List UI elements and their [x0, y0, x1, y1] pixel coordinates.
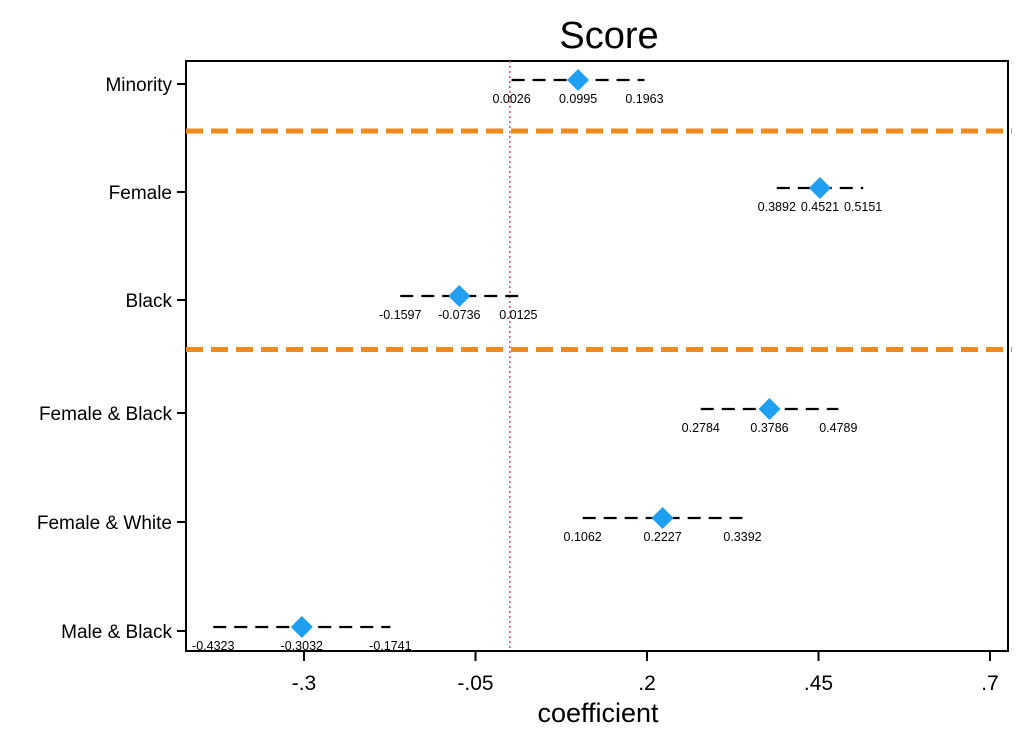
point-estimate-marker — [651, 507, 674, 529]
group-separators — [186, 128, 1012, 352]
x-tick-label: .2 — [638, 672, 656, 695]
point-estimates — [290, 69, 831, 638]
x-tick-label: -.3 — [292, 672, 317, 695]
upper-bound-label: 0.4789 — [819, 421, 857, 435]
x-tick-label: .7 — [981, 672, 999, 695]
lower-bound-label: 0.3892 — [758, 200, 796, 214]
point-estimate-marker — [448, 285, 471, 307]
y-tick-label: Minority — [105, 75, 172, 96]
confidence-intervals — [213, 78, 864, 629]
upper-bound-label: 0.1963 — [625, 92, 663, 106]
y-axis: Minority Female Black Female & Black Female … — [37, 75, 186, 643]
chart-title: Score — [559, 15, 658, 57]
x-axis-label: coefficient — [537, 698, 659, 728]
upper-bound-label: 0.5151 — [844, 200, 882, 214]
upper-bound-label: 0.3392 — [723, 530, 761, 544]
estimate-label: 0.4521 — [801, 200, 839, 214]
estimate-label: 0.0995 — [559, 92, 597, 106]
lower-bound-label: -0.4323 — [192, 639, 234, 653]
lower-bound-label: 0.1062 — [564, 530, 602, 544]
estimate-label: 0.3786 — [750, 421, 788, 435]
estimate-label: 0.2227 — [643, 530, 681, 544]
y-tick-label: Black — [126, 291, 173, 312]
estimate-label: -0.3032 — [281, 639, 323, 653]
y-tick-label: Male & Black — [61, 622, 172, 643]
estimate-label: -0.0736 — [438, 308, 480, 322]
lower-bound-label: 0.2784 — [682, 421, 720, 435]
x-tick-label: -.05 — [457, 672, 493, 695]
plot-frame — [185, 60, 1009, 652]
value-labels: 0.0026 0.0995 0.1963 0.3892 0.4521 0.5151 -0.1… — [192, 92, 882, 653]
point-estimate-marker — [290, 616, 313, 638]
y-tick-label: Female — [109, 183, 172, 204]
point-estimate-marker — [758, 398, 781, 420]
x-axis: -.3 -.05 .2 .45 .7 — [292, 651, 999, 695]
point-estimate-marker — [808, 177, 831, 199]
upper-bound-label: -0.1741 — [369, 639, 411, 653]
lower-bound-label: 0.0026 — [492, 92, 530, 106]
point-estimate-marker — [567, 69, 590, 91]
y-tick-label: Female & White — [37, 513, 172, 534]
upper-bound-label: 0.0125 — [499, 308, 537, 322]
x-tick-label: .45 — [804, 672, 833, 695]
lower-bound-label: -0.1597 — [379, 308, 421, 322]
y-tick-label: Female & Black — [39, 404, 173, 425]
